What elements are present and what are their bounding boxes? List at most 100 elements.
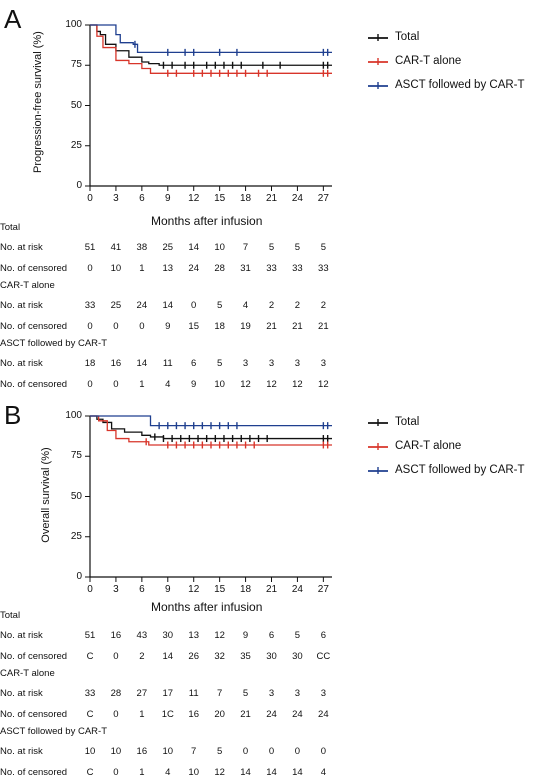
risk-value: 43 — [136, 630, 148, 641]
panel-letter-a: A — [4, 4, 22, 34]
risk-value: 25 — [110, 300, 122, 311]
risk-value: 18 — [214, 321, 225, 332]
risk-value: 0 — [242, 746, 249, 757]
x-tick-label: 21 — [265, 193, 278, 204]
risk-value: 51 — [84, 242, 96, 253]
x-tick-label: 27 — [317, 584, 329, 595]
risk-value: 33 — [318, 263, 329, 274]
x-tick-label: 3 — [113, 193, 119, 204]
risk-value: 0 — [113, 321, 119, 332]
risk-row-label: No. at risk — [0, 242, 43, 253]
risk-value: 2 — [268, 300, 275, 311]
risk-value: 16 — [110, 630, 122, 641]
risk-value: 24 — [136, 300, 148, 311]
x-tick-label: 24 — [291, 193, 303, 204]
risk-value: 30 — [292, 651, 303, 662]
risk-value: 14 — [292, 767, 303, 778]
risk-value: 3 — [320, 358, 326, 369]
legend-label-2: ASCT followed by CAR-T — [395, 79, 525, 91]
risk-group-title: CAR-T alone — [0, 668, 55, 679]
risk-row-label: No. at risk — [0, 358, 43, 369]
series-line-2 — [90, 415, 332, 427]
risk-value: 5 — [294, 242, 301, 253]
risk-value: 7 — [242, 242, 249, 253]
risk-value: 13 — [188, 630, 199, 641]
risk-value: 1 — [139, 263, 145, 274]
risk-value: 9 — [191, 379, 197, 390]
risk-value: 14 — [188, 242, 199, 253]
risk-value: 16 — [188, 709, 199, 720]
x-tick-label: 9 — [165, 584, 171, 595]
risk-value: 14 — [240, 767, 251, 778]
risk-value: 0 — [139, 321, 145, 332]
risk-value: 5 — [320, 242, 326, 253]
x-tick-label: 15 — [214, 584, 226, 595]
x-tick-label: 9 — [165, 193, 171, 204]
risk-value: 5 — [216, 746, 223, 757]
risk-value: 20 — [214, 709, 225, 720]
risk-value: 9 — [165, 321, 171, 332]
risk-value: 10 — [214, 242, 225, 253]
risk-value: 19 — [240, 321, 251, 332]
risk-value: 3 — [242, 358, 249, 369]
legend-label-1: CAR-T alone — [395, 55, 462, 67]
risk-value: 14 — [136, 358, 148, 369]
x-tick-label: 18 — [240, 584, 252, 595]
risk-row-label: No. at risk — [0, 746, 43, 757]
risk-value: 12 — [240, 379, 251, 390]
risk-value: 11 — [162, 358, 173, 369]
x-tick-label: 12 — [188, 584, 200, 595]
risk-value: 12 — [318, 379, 329, 390]
risk-value: 10 — [162, 746, 174, 757]
risk-value: 41 — [110, 242, 122, 253]
y-tick-label: 0 — [76, 180, 82, 191]
risk-value: 33 — [266, 263, 277, 274]
risk-value: 3 — [268, 358, 275, 369]
y-tick-label: 100 — [65, 19, 82, 30]
risk-value: 2 — [320, 300, 326, 311]
x-tick-label: 0 — [87, 193, 93, 204]
risk-value: 38 — [136, 242, 148, 253]
series-line-0 — [90, 415, 332, 440]
risk-value: 1 — [139, 709, 145, 720]
risk-value: 0 — [113, 709, 119, 720]
risk-value: 18 — [84, 358, 96, 369]
risk-value: C — [86, 709, 94, 720]
risk-value: 12 — [214, 767, 225, 778]
x-tick-label: 6 — [139, 193, 145, 204]
risk-row-label: No. of censored — [0, 767, 68, 778]
risk-value: 3 — [268, 688, 275, 699]
risk-value: 3 — [294, 358, 301, 369]
risk-value: 9 — [242, 630, 249, 641]
risk-value: 1 — [139, 767, 145, 778]
risk-value: 6 — [268, 630, 275, 641]
x-tick-label: 12 — [188, 193, 200, 204]
y-tick-label: 50 — [70, 490, 82, 502]
risk-value: 24 — [318, 709, 329, 720]
y-tick-label: 100 — [65, 410, 82, 421]
risk-group-title: ASCT followed by CAR-T — [0, 338, 107, 349]
risk-row-label: No. of censored — [0, 379, 68, 390]
risk-value: 3 — [320, 688, 326, 699]
series-line-2 — [90, 24, 332, 54]
risk-value: 0 — [268, 746, 275, 757]
risk-value: 12 — [266, 379, 277, 390]
risk-group-title: ASCT followed by CAR-T — [0, 726, 107, 737]
risk-row-label: No. of censored — [0, 709, 68, 720]
series-line-0 — [90, 24, 332, 66]
risk-value: 2 — [139, 651, 145, 662]
risk-value: 30 — [162, 630, 174, 641]
legend-label-0: Total — [395, 31, 420, 43]
x-tick-label: 0 — [87, 584, 93, 595]
y-tick-label: 75 — [70, 450, 82, 462]
risk-value: 4 — [320, 767, 326, 778]
risk-value: 25 — [162, 242, 174, 253]
risk-value: 1 — [139, 379, 145, 390]
risk-value: 7 — [191, 746, 197, 757]
risk-value: 28 — [214, 263, 225, 274]
risk-value: 21 — [292, 321, 303, 332]
risk-value: 0 — [113, 651, 119, 662]
x-tick-label: 18 — [240, 193, 252, 204]
risk-row-label: No. at risk — [0, 300, 43, 311]
risk-value: 17 — [162, 688, 174, 699]
